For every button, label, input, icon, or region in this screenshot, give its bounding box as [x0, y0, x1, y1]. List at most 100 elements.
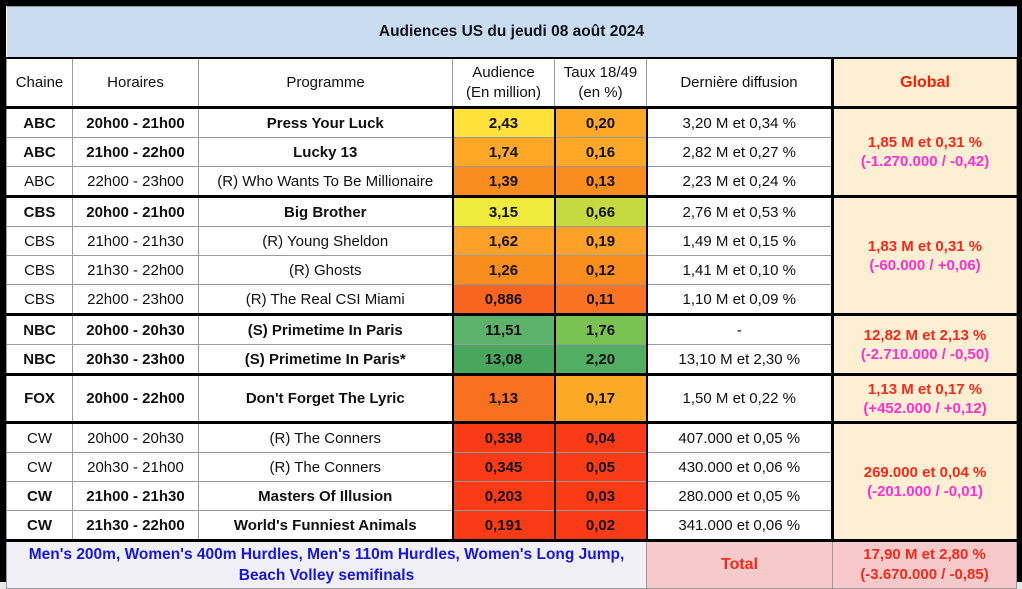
channel-cell: NBC — [6, 313, 73, 345]
channel-cell: CBS — [6, 226, 73, 256]
time-cell: 20h00 - 21h00 — [72, 195, 199, 227]
audiences-table: Audiences US du jeudi 08 août 2024 Chain… — [6, 6, 1018, 589]
last-diffusion-cell: 1,50 M et 0,22 % — [646, 373, 833, 423]
table-row: NBC 20h00 - 20h30 (S) Primetime In Paris 11… — [6, 313, 1018, 375]
channel-cell: FOX — [6, 373, 73, 423]
time-cell: 20h30 - 21h00 — [72, 452, 199, 482]
table-row: CBS 21h30 - 22h00 (R) Ghosts 1,26 0,12 1,41 M… — [6, 255, 1017, 285]
program-cell: Big Brother — [198, 195, 453, 227]
audience-cell: 3,15 — [451, 195, 556, 227]
channel-cell: CBS — [6, 195, 73, 227]
last-diffusion-cell: - — [646, 313, 833, 345]
total-value-cell: 17,90 M et 2,80 % (-3.670.000 / -0,85) — [831, 539, 1018, 589]
audience-cell: 2,43 — [451, 106, 556, 138]
program-cell: (R) The Real CSI Miami — [198, 284, 453, 315]
column-header-derniere-diffusion: Dernière diffusion — [646, 57, 833, 109]
last-diffusion-cell: 3,20 M et 0,34 % — [646, 106, 833, 138]
last-diffusion-cell: 1,41 M et 0,10 % — [646, 255, 833, 285]
program-cell: (R) Young Sheldon — [198, 226, 453, 256]
audience-cell: 0,345 — [451, 452, 556, 482]
time-cell: 20h00 - 21h00 — [72, 106, 199, 138]
program-cell: (S) Primetime In Paris — [198, 313, 453, 345]
total-delta: (-3.670.000 / -0,85) — [860, 566, 989, 583]
time-cell: 21h30 - 22h00 — [72, 255, 199, 285]
total-label: Total — [646, 539, 833, 589]
time-cell: 22h00 - 23h00 — [72, 284, 199, 315]
global-value: 269.000 et 0,04 % — [863, 463, 987, 481]
rate-cell: 0,17 — [554, 373, 648, 423]
rate-cell: 0,16 — [554, 137, 648, 167]
global-delta: (-60.000 / +0,06) — [869, 256, 981, 274]
global-delta: (-1.270.000 / -0,42) — [860, 153, 990, 170]
audience-cell: 0,203 — [451, 481, 556, 511]
table-row: CW 21h30 - 22h00 World's Funniest Animals 0… — [6, 510, 1017, 541]
column-header-taux: Taux 18/49 (en %) — [554, 57, 647, 109]
last-diffusion-cell: 13,10 M et 2,30 % — [646, 344, 833, 375]
last-diffusion-cell: 280.000 et 0,05 % — [646, 481, 833, 511]
channel-cell: CW — [6, 510, 73, 541]
table-row: ABC 20h00 - 21h00 Press Your Luck 2,43 0,20 3… — [6, 106, 1018, 197]
channel-cell: ABC — [6, 106, 73, 138]
table-row: CW 21h00 - 21h30 Masters Of Illusion 0,203 0… — [6, 481, 1017, 511]
audience-cell: 1,39 — [451, 166, 556, 197]
time-cell: 21h00 - 21h30 — [72, 481, 199, 511]
time-cell: 20h00 - 20h30 — [72, 313, 199, 345]
global-value: 12,82 M et 2,13 % — [863, 326, 987, 344]
channel-cell: CW — [6, 421, 73, 453]
global-summary-cell: 1,13 M et 0,17 % (+452.000 / +0,12) — [830, 373, 1018, 423]
program-cell: (S) Primetime In Paris* — [198, 344, 453, 375]
program-cell: (R) Ghosts — [198, 255, 453, 285]
rate-cell: 0,11 — [554, 284, 648, 315]
page-title: Audiences US du jeudi 08 août 2024 — [6, 6, 1017, 59]
last-diffusion-cell: 2,76 M et 0,53 % — [646, 195, 833, 227]
audience-cell: 0,338 — [451, 421, 556, 453]
audience-cell: 11,51 — [451, 313, 556, 345]
rate-cell: 0,66 — [554, 195, 648, 227]
rate-cell: 0,02 — [554, 510, 648, 541]
rate-cell: 0,12 — [554, 255, 648, 285]
program-cell: Masters Of Illusion — [198, 481, 453, 511]
rate-cell: 1,76 — [554, 313, 648, 345]
time-cell: 20h30 - 23h00 — [72, 344, 199, 375]
time-cell: 21h00 - 21h30 — [72, 226, 199, 256]
table-row: CBS 21h00 - 21h30 (R) Young Sheldon 1,62 0,1… — [6, 226, 1017, 256]
rate-cell: 0,20 — [554, 106, 648, 138]
rate-cell: 0,13 — [554, 166, 648, 197]
rate-cell: 0,04 — [554, 421, 648, 453]
last-diffusion-cell: 2,82 M et 0,27 % — [646, 137, 833, 167]
global-summary-cell: 1,85 M et 0,31 % (-1.270.000 / -0,42) — [830, 106, 1018, 197]
channel-cell: ABC — [6, 166, 73, 197]
channel-cell: CW — [6, 452, 73, 482]
global-delta: (+452.000 / +0,12) — [863, 399, 987, 417]
olympics-note: Men's 200m, Women's 400m Hurdles, Men's … — [6, 539, 647, 589]
column-header-audience: Audience (En million) — [452, 57, 555, 109]
program-cell: (R) The Conners — [198, 421, 453, 453]
table-row: CW 20h30 - 21h00 (R) The Conners 0,345 0,05 4… — [6, 452, 1017, 482]
channel-cell: CW — [6, 481, 73, 511]
global-value: 1,83 M et 0,31 % — [867, 237, 983, 255]
time-cell: 22h00 - 23h00 — [72, 166, 199, 197]
time-cell: 20h00 - 22h00 — [72, 373, 199, 423]
channel-cell: NBC — [6, 344, 73, 375]
last-diffusion-cell: 407.000 et 0,05 % — [646, 421, 833, 453]
global-summary-cell: 1,83 M et 0,31 % (-60.000 / +0,06) — [830, 195, 1018, 315]
column-header-horaires: Horaires — [72, 57, 199, 109]
audience-cell: 1,62 — [451, 226, 556, 256]
time-cell: 21h00 - 22h00 — [72, 137, 199, 167]
table-row: ABC 21h00 - 22h00 Lucky 13 1,74 0,16 2,82 M e… — [6, 137, 1017, 167]
last-diffusion-cell: 1,10 M et 0,09 % — [646, 284, 833, 315]
rate-cell: 0,03 — [554, 481, 648, 511]
last-diffusion-cell: 2,23 M et 0,24 % — [646, 166, 833, 197]
last-diffusion-cell: 430.000 et 0,06 % — [646, 452, 833, 482]
column-header-row: Chaine Horaires Programme Audience (En m… — [6, 57, 1018, 109]
column-header-chaine: Chaine — [6, 57, 73, 109]
title-row: Audiences US du jeudi 08 août 2024 — [6, 6, 1017, 59]
global-delta: (-201.000 / -0,01) — [867, 482, 983, 500]
rate-cell: 0,05 — [554, 452, 648, 482]
table-row: CBS 20h00 - 21h00 Big Brother 3,15 0,66 2,76 … — [6, 195, 1018, 315]
program-cell: World's Funniest Animals — [198, 510, 453, 541]
program-cell: Lucky 13 — [198, 137, 453, 167]
global-value: 1,85 M et 0,31 % — [867, 134, 983, 151]
table-row: CW 20h00 - 20h30 (R) The Conners 0,338 0,04 4… — [6, 421, 1018, 541]
